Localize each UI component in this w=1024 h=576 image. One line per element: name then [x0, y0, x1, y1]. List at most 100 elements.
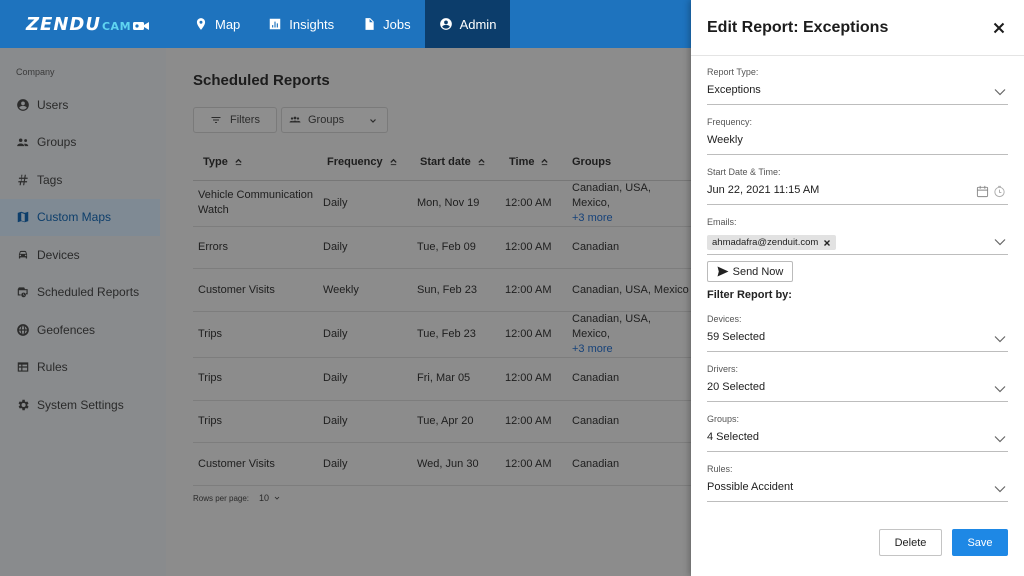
- bar-chart-icon: [270, 18, 281, 30]
- cell-frequency: Daily: [321, 442, 414, 486]
- field-value: Weekly: [707, 134, 743, 146]
- sidebar-item-tags[interactable]: Tags: [0, 161, 166, 199]
- groups-text: Canadian: [572, 414, 620, 427]
- column-header-start-date[interactable]: Start date: [414, 144, 505, 181]
- sidebar-item-users[interactable]: Users: [0, 86, 166, 124]
- sidebar-item-custom-maps[interactable]: Custom Maps: [0, 198, 160, 236]
- send-now-label: Send Now: [732, 265, 784, 278]
- start-datetime-field[interactable]: Start Date & Time: Jun 22, 2021 11:15 AM: [707, 167, 1008, 205]
- cell-groups: Canadian: [572, 357, 691, 401]
- nav-admin[interactable]: Admin: [424, 0, 511, 48]
- table-row[interactable]: Trips Daily Tue, Feb 23 12:00 AM Canadia…: [193, 311, 691, 358]
- chevron-down-icon: [994, 486, 1006, 493]
- email-chip-text: ahmadafra@zenduit.com: [712, 237, 819, 248]
- more-groups-link[interactable]: +3 more: [572, 342, 613, 355]
- field-label: Groups:: [707, 414, 740, 424]
- sidebar-item-groups[interactable]: Groups: [0, 124, 166, 162]
- brand-name: ZENDU: [26, 13, 101, 35]
- nav-label: Jobs: [383, 16, 411, 32]
- cell-groups: Canadian, USA, Mexico, +3 more: [572, 311, 691, 358]
- chevron-down-icon: [994, 239, 1006, 246]
- gear-icon: [18, 399, 29, 410]
- groups-text: Canadian: [572, 457, 620, 470]
- save-button[interactable]: Save: [952, 529, 1008, 556]
- email-chips: ahmadafra@zenduit.com: [707, 232, 1008, 250]
- chevron-down-icon: [370, 119, 376, 123]
- cell-start-date: Fri, Mar 05: [414, 357, 505, 401]
- cell-type: Trips: [193, 400, 321, 444]
- sidebar-item-system-settings[interactable]: System Settings: [0, 386, 166, 424]
- cell-time: 12:00 AM: [505, 442, 572, 486]
- calendar-icon[interactable]: [976, 185, 989, 198]
- panel-title: Edit Report: Exceptions: [707, 19, 889, 36]
- delete-button[interactable]: Delete: [879, 529, 942, 556]
- nav-label: Admin: [459, 16, 497, 32]
- cell-time: 12:00 AM: [505, 357, 572, 401]
- sidebar-item-label: Custom Maps: [37, 210, 112, 225]
- field-label: Rules:: [707, 464, 733, 474]
- close-icon[interactable]: [991, 20, 1007, 36]
- page-title: Scheduled Reports: [193, 72, 330, 89]
- groups-text: Canadian, USA, Mexico,: [572, 312, 651, 340]
- filters-label: Filters: [230, 114, 260, 126]
- sidebar-item-scheduled-reports[interactable]: Scheduled Reports: [0, 274, 166, 312]
- column-header-time[interactable]: Time: [505, 144, 572, 181]
- frequency-field[interactable]: Frequency: Weekly: [707, 117, 1008, 155]
- cell-frequency: Daily: [321, 311, 414, 358]
- sidebar-item-geofences[interactable]: Geofences: [0, 311, 166, 349]
- chevron-down-icon: [994, 386, 1006, 393]
- sidebar-item-label: Scheduled Reports: [37, 285, 140, 300]
- cell-start-date: Tue, Apr 20: [414, 400, 505, 444]
- email-chip[interactable]: ahmadafra@zenduit.com: [707, 235, 837, 250]
- people-icon: [289, 116, 301, 123]
- rows-per-page-select[interactable]: 10: [259, 493, 270, 503]
- column-label: Type: [203, 155, 228, 168]
- cell-groups: Canadian, USA, Mexico, +3 more: [572, 180, 691, 227]
- remove-chip-icon[interactable]: [823, 239, 831, 247]
- more-groups-link[interactable]: +3 more: [572, 211, 613, 224]
- sidebar: Company Users Groups Tags Custom Maps De…: [0, 48, 166, 576]
- groups-select[interactable]: Groups: [281, 107, 388, 133]
- sidebar-item-label: Tags: [37, 172, 63, 187]
- send-now-button[interactable]: Send Now: [707, 261, 793, 282]
- cell-frequency: Daily: [321, 180, 414, 227]
- field-label: Report Type:: [707, 67, 759, 77]
- sidebar-item-label: System Settings: [37, 397, 124, 412]
- filters-button[interactable]: Filters: [193, 107, 277, 133]
- map-icon: [17, 212, 29, 223]
- emails-field[interactable]: Emails: ahmadafra@zenduit.com: [707, 217, 1008, 255]
- column-label: Frequency: [327, 155, 383, 168]
- column-header-frequency[interactable]: Frequency: [321, 144, 414, 181]
- table-row[interactable]: Trips Daily Tue, Apr 20 12:00 AM Canadia…: [193, 400, 691, 444]
- main-content: Scheduled Reports Filters Groups Type Fr…: [166, 48, 691, 576]
- nav-label: Map: [215, 16, 241, 32]
- table-row[interactable]: Trips Daily Fri, Mar 05 12:00 AM Canadia…: [193, 357, 691, 401]
- rules-select[interactable]: Rules: Possible Accident: [707, 464, 1008, 502]
- table-row[interactable]: Customer Visits Weekly Sun, Feb 23 12:00…: [193, 268, 691, 312]
- hash-icon: [18, 174, 28, 185]
- nav-map[interactable]: Map: [180, 0, 254, 48]
- column-label: Groups: [572, 155, 612, 168]
- drivers-select[interactable]: Drivers: 20 Selected: [707, 364, 1008, 402]
- table-row[interactable]: Customer Visits Daily Wed, Jun 30 12:00 …: [193, 442, 691, 486]
- people-icon: [17, 138, 29, 147]
- reports-table: Type Frequency Start date Time Groups: [193, 144, 691, 486]
- brand-logo[interactable]: ZENDU CAM: [26, 13, 150, 35]
- report-type-select[interactable]: Report Type: Exceptions: [707, 67, 1008, 105]
- cell-groups: Canadian: [572, 226, 691, 270]
- groups-filter-select[interactable]: Groups: 4 Selected: [707, 414, 1008, 452]
- table-row[interactable]: Vehicle Communication Watch Daily Mon, N…: [193, 180, 691, 227]
- sidebar-heading: Company: [16, 67, 55, 77]
- nav-insights[interactable]: Insights: [254, 0, 348, 48]
- sidebar-item-label: Users: [37, 97, 69, 112]
- sidebar-item-rules[interactable]: Rules: [0, 349, 166, 387]
- report-icon: [17, 287, 28, 298]
- clock-icon[interactable]: [993, 185, 1006, 198]
- table-row[interactable]: Errors Daily Tue, Feb 09 12:00 AM Canadi…: [193, 226, 691, 270]
- devices-select[interactable]: Devices: 59 Selected: [707, 314, 1008, 352]
- cell-frequency: Daily: [321, 400, 414, 444]
- sidebar-item-devices[interactable]: Devices: [0, 236, 166, 274]
- groups-text: Canadian, USA, Mexico: [572, 283, 689, 296]
- column-header-type[interactable]: Type: [193, 144, 321, 181]
- nav-jobs[interactable]: Jobs: [348, 0, 424, 48]
